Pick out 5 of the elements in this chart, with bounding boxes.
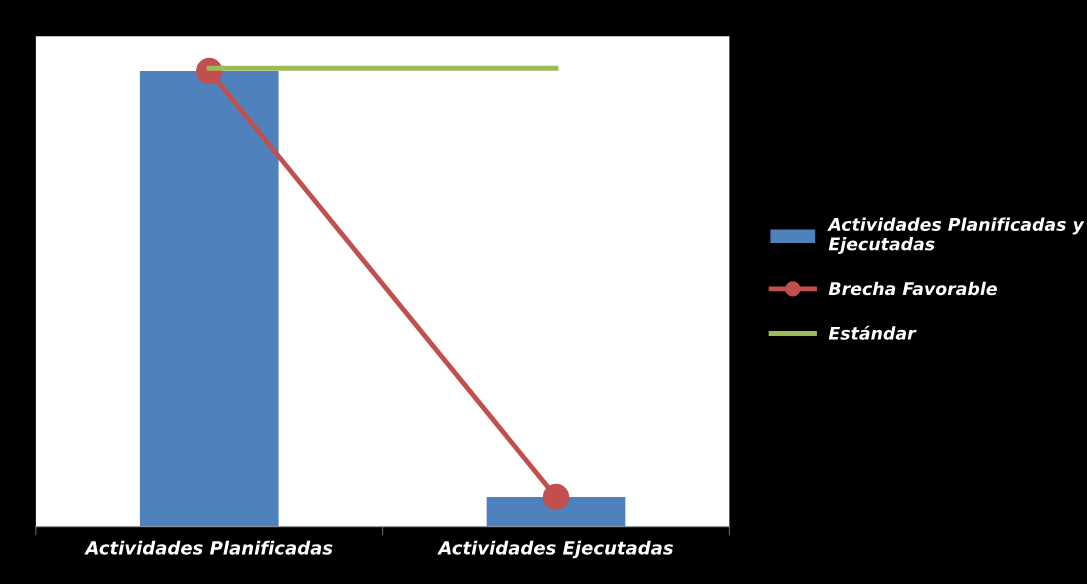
x-tick-label: Actividades Ejecutadas bbox=[437, 540, 673, 559]
legend-label: Estándar bbox=[828, 325, 917, 340]
legend-label: Brecha Favorable bbox=[828, 281, 997, 296]
legend-label: Actividades Planificadas y Ejecutadas bbox=[827, 217, 1085, 254]
x-tick-label: Actividades Planificadas bbox=[84, 540, 333, 555]
